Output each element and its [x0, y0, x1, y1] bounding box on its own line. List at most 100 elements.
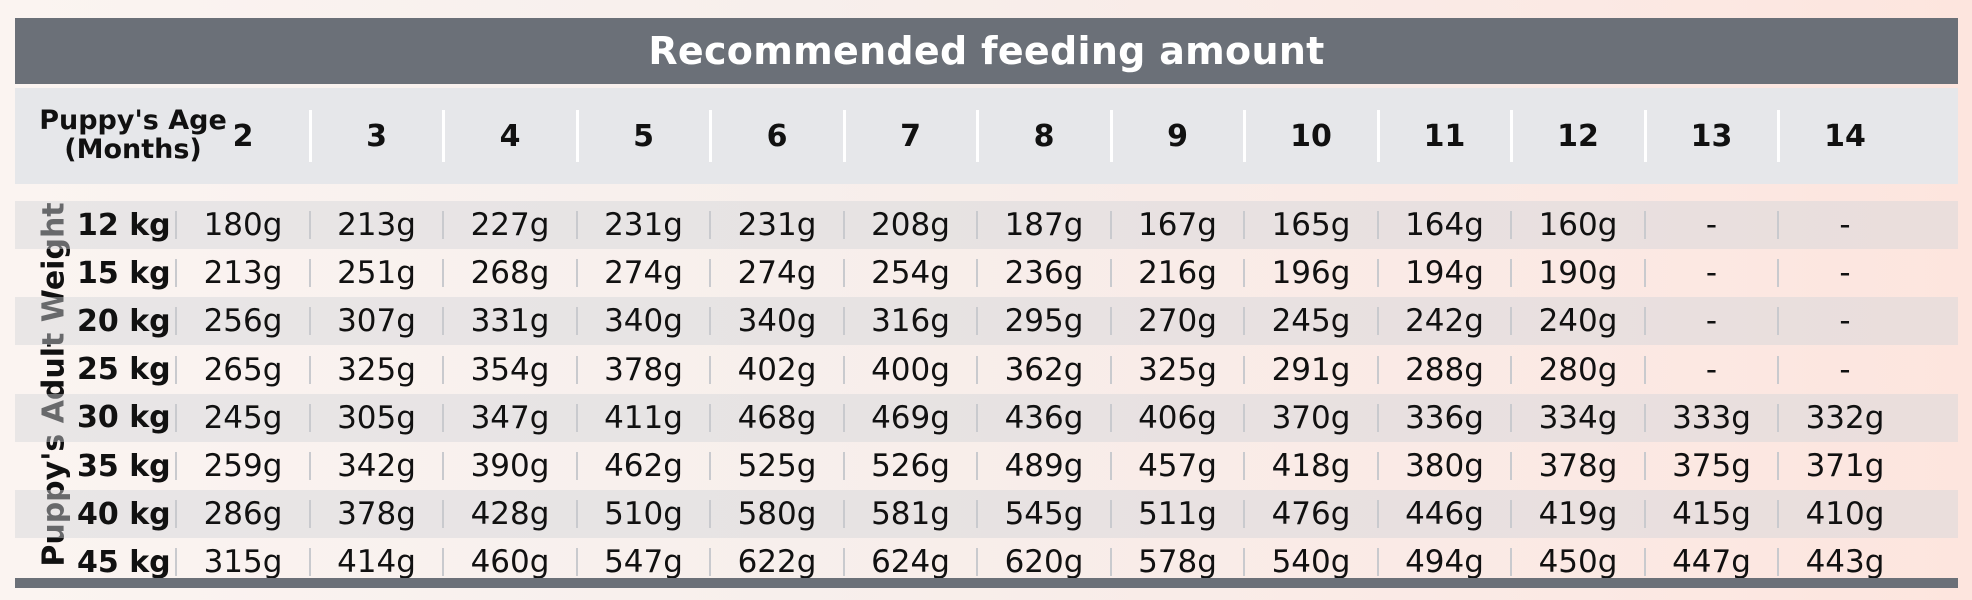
table-cell: 370g [1271, 399, 1351, 436]
table-row: 15 kg 213g 251g 268g 274g 274g 254g 236g 216g 196… [15, 249, 1958, 297]
cell-separator [1243, 452, 1246, 480]
table-cell: 375g [1672, 448, 1751, 484]
table-cell: 378g [604, 351, 683, 388]
table-cell: 462g [604, 448, 683, 484]
table-cell: 510g [604, 496, 683, 533]
cell-separator [1109, 355, 1112, 384]
table-cell: 545g [1004, 496, 1084, 533]
header-separator [976, 110, 980, 162]
cell-separator [842, 403, 845, 432]
table-cell: 208g [871, 207, 950, 243]
table-cell: 525g [737, 448, 817, 484]
header-separator [1376, 110, 1380, 162]
cell-separator [842, 355, 845, 384]
table-cell: 468g [737, 399, 817, 436]
table-cell: - [1839, 351, 1851, 388]
table-cell: 347g [470, 399, 550, 436]
table-cell: 624g [871, 544, 950, 581]
cell-separator [575, 259, 578, 288]
table-cell: 160g [1538, 207, 1618, 243]
table-cell: 489g [1004, 448, 1084, 484]
table-cell: 165g [1271, 207, 1351, 243]
table-cell: 259g [203, 448, 283, 484]
table-cell: 476g [1271, 496, 1351, 533]
table-cell: 411g [604, 399, 683, 436]
cell-separator [1643, 307, 1646, 336]
table-cell: 167g [1138, 207, 1217, 243]
header-separator [842, 110, 846, 162]
cell-separator [709, 259, 712, 288]
cell-separator [1510, 403, 1513, 432]
table-cell: 380g [1405, 448, 1484, 484]
table-cell: 494g [1405, 544, 1484, 581]
table-cell: 418g [1271, 448, 1351, 484]
month-header: 7 [900, 118, 921, 154]
header-separator [1109, 110, 1113, 162]
cell-separator [1243, 259, 1246, 288]
month-header: 13 [1690, 118, 1733, 154]
cell-separator [442, 403, 445, 432]
cell-separator [442, 548, 445, 577]
cell-separator [1643, 355, 1646, 384]
cell-separator [442, 307, 445, 336]
table-cell: 402g [737, 351, 817, 388]
cell-separator [976, 500, 979, 529]
weight-label: 15 kg [77, 255, 171, 291]
cell-separator [308, 211, 311, 239]
table-cell: 280g [1538, 351, 1618, 388]
table-row: 45 kg 315g 414g 460g 547g 622g 624g 620g 578g 540… [15, 538, 1958, 586]
cell-separator [175, 548, 178, 577]
table-cell: 332g [1805, 399, 1885, 436]
table-cell: 274g [604, 255, 683, 292]
table-cell: - [1839, 303, 1851, 340]
weight-label: 25 kg [77, 352, 171, 388]
weight-label: 35 kg [77, 448, 171, 484]
cell-separator [442, 500, 445, 529]
header-separator [308, 110, 312, 162]
table-cell: 315g [203, 544, 283, 581]
cell-separator [1510, 452, 1513, 480]
table-cell: 325g [337, 351, 416, 388]
table-cell: 436g [1004, 399, 1084, 436]
table-cell: - [1705, 303, 1718, 340]
table-cell: 547g [604, 544, 683, 581]
month-header: 2 [232, 118, 254, 154]
cell-separator [709, 452, 712, 480]
cell-separator [709, 403, 712, 432]
table-cell: 390g [470, 448, 550, 484]
cell-separator [308, 452, 311, 480]
header-separator [1643, 110, 1647, 162]
cell-separator [842, 548, 845, 577]
table-cell: 180g [203, 207, 283, 243]
table-cell: 447g [1672, 544, 1751, 581]
table-cell: 378g [1538, 448, 1618, 484]
table-cell: 213g [337, 207, 416, 243]
header-separator [709, 110, 713, 162]
table-cell: 457g [1138, 448, 1217, 484]
table-cell: 342g [337, 448, 416, 484]
cell-separator [976, 452, 979, 480]
cell-separator [1510, 355, 1513, 384]
month-header: 3 [366, 118, 387, 154]
table-cell: 331g [470, 303, 550, 340]
header-separator [1777, 110, 1781, 162]
table-cell: 336g [1405, 399, 1484, 436]
table-cell: 334g [1538, 399, 1618, 436]
month-header: 12 [1557, 118, 1599, 154]
cell-separator [1777, 355, 1780, 384]
cell-separator [1643, 452, 1646, 480]
table-cell: 164g [1405, 207, 1484, 243]
cell-separator [1109, 548, 1112, 577]
table-cell: 256g [203, 303, 283, 340]
table-cell: 213g [203, 255, 283, 292]
table-row: 20 kg 256g 307g 331g 340g 340g 316g 295g 270g 245… [15, 297, 1958, 346]
cell-separator [175, 211, 178, 239]
bottom-rule [15, 578, 1958, 588]
table-cell: 196g [1271, 255, 1351, 292]
cell-separator [1376, 500, 1379, 529]
table-cell: 340g [604, 303, 683, 340]
table-row: 40 kg 286g 378g 428g 510g 580g 581g 545g 511g 476… [15, 490, 1958, 539]
cell-separator [709, 548, 712, 577]
cell-separator [709, 500, 712, 529]
table-cell: 354g [470, 351, 550, 388]
